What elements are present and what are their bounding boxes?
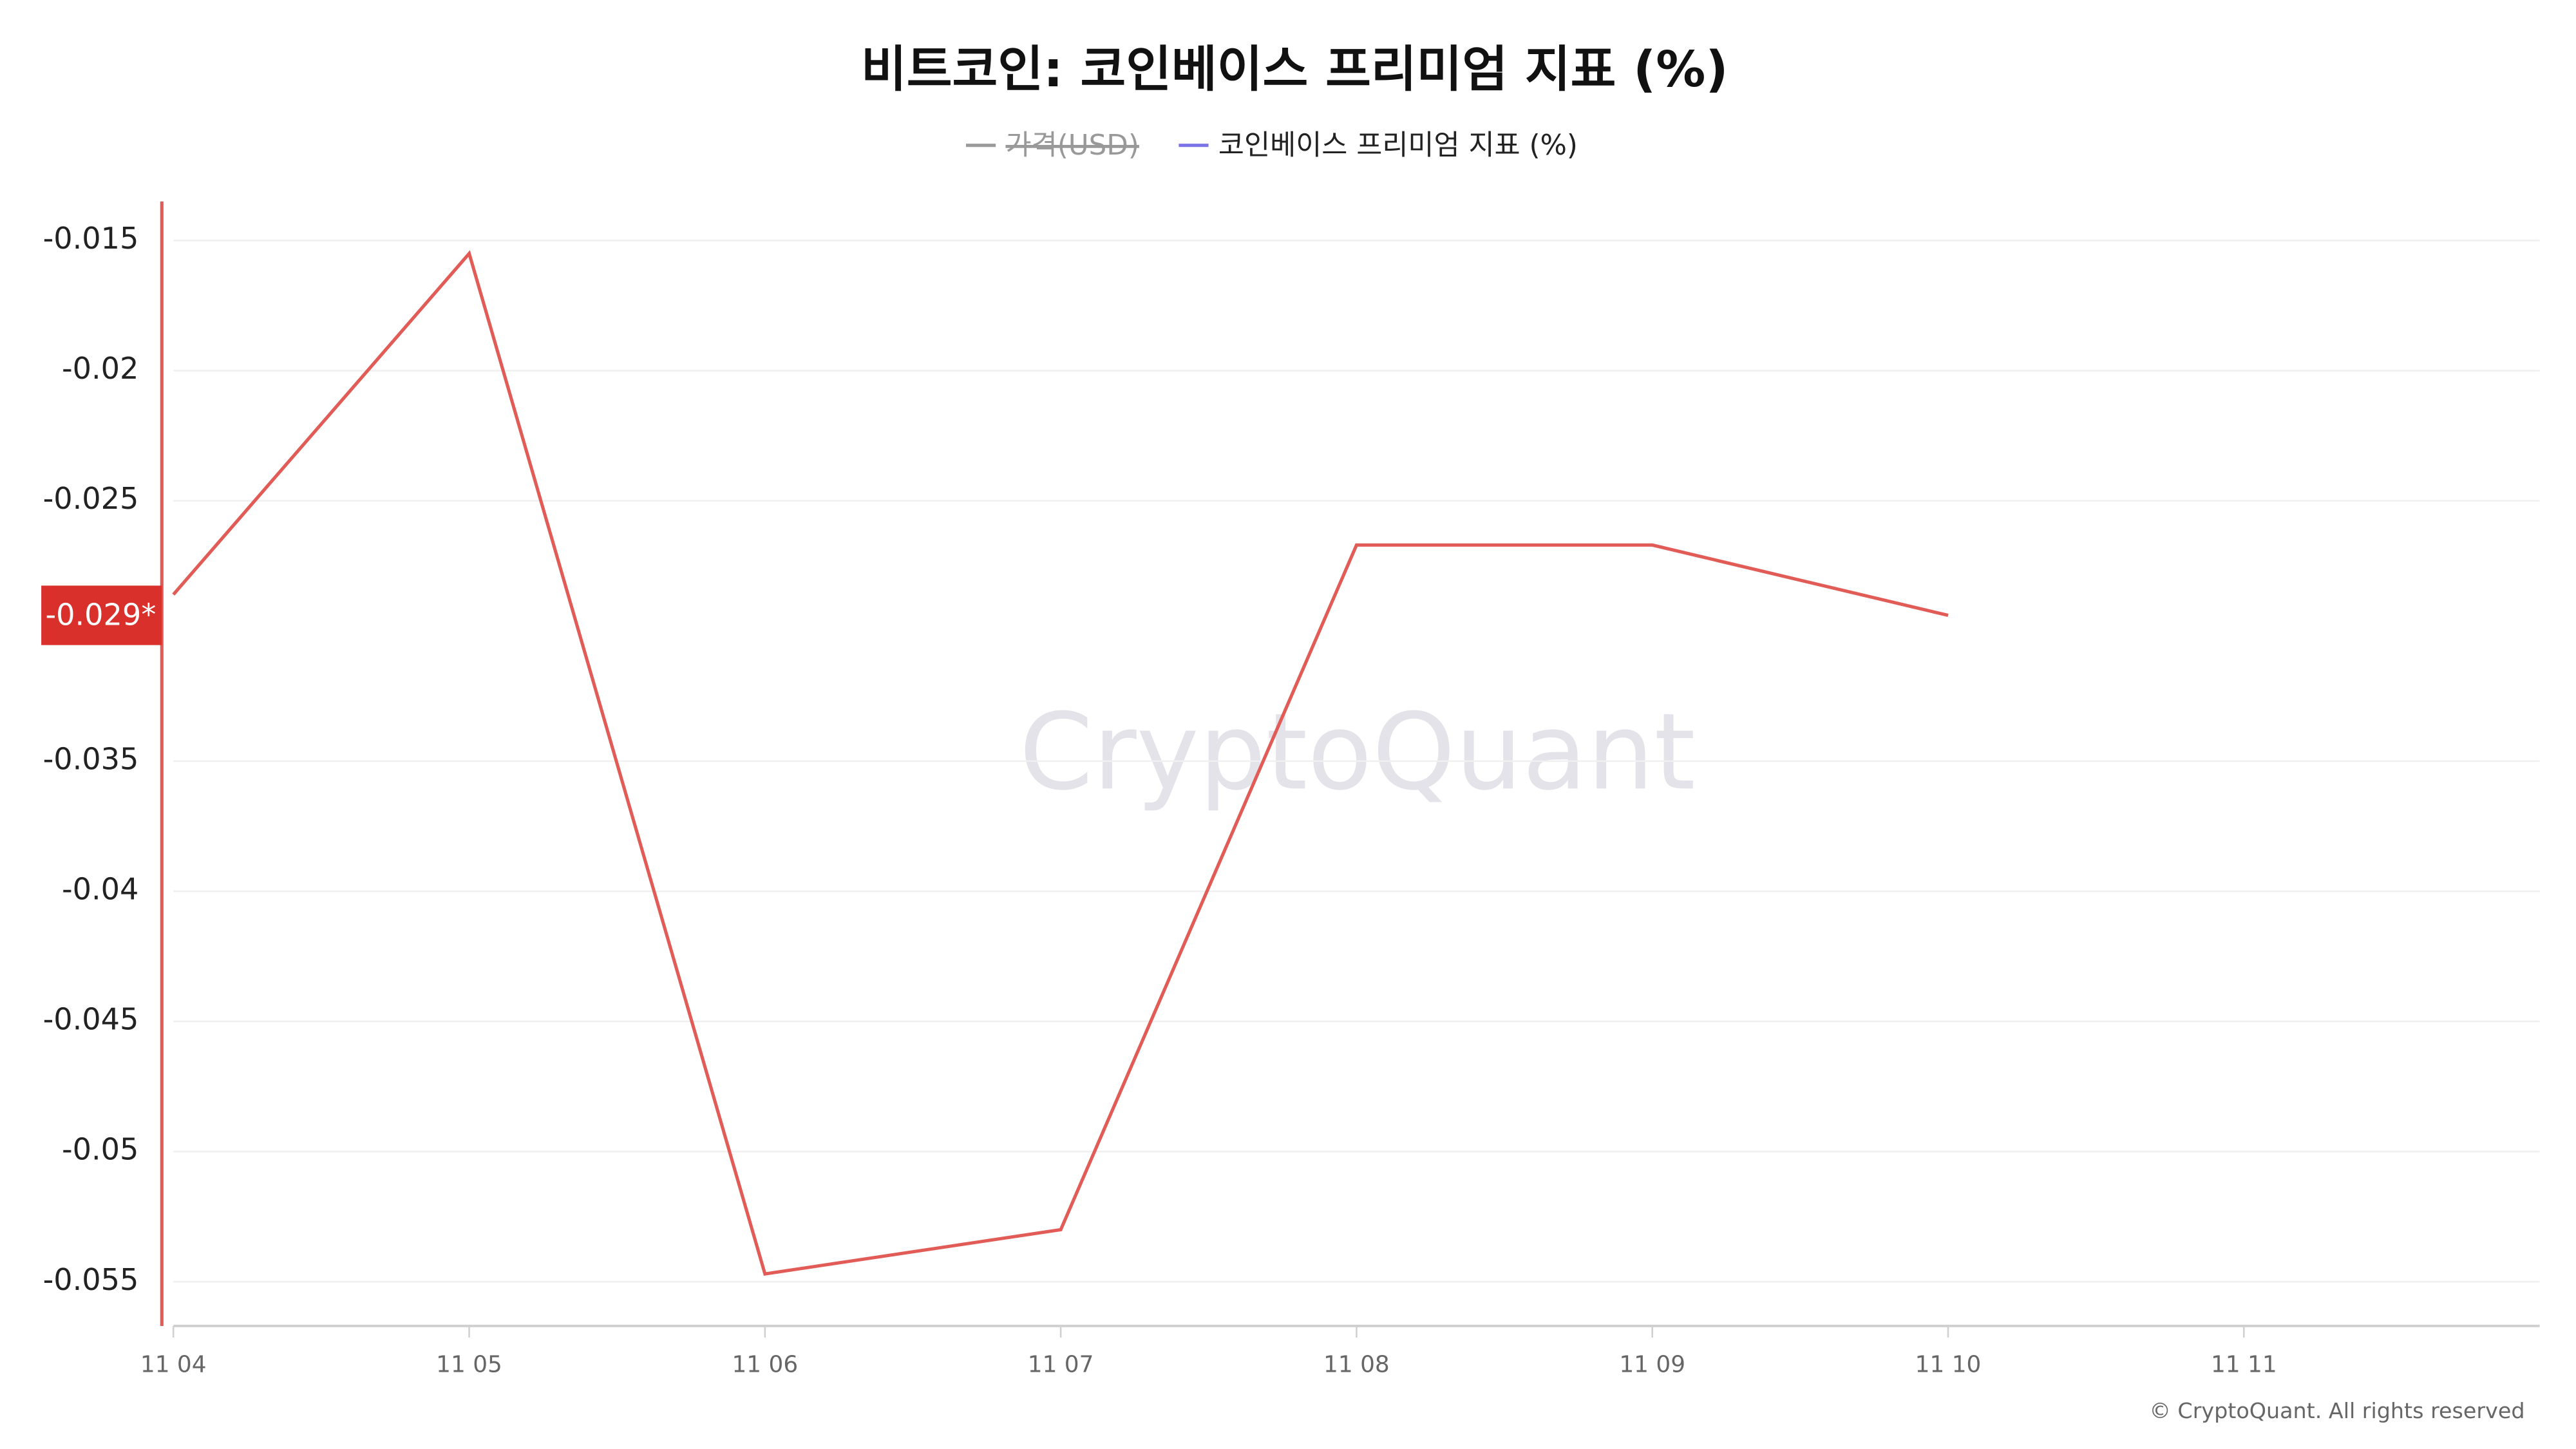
y-tick-label: -0.035 [43,741,139,776]
y-tick-label: -0.05 [62,1132,138,1167]
legend-label[interactable]: 코인베이스 프리미엄 지표 (%) [1218,129,1578,162]
legend-label[interactable]: 가격(USD) [1006,129,1139,162]
y-tick-label: -0.04 [62,871,138,906]
y-tick-label: -0.015 [43,221,139,256]
watermark: CryptoQuant [1019,690,1696,813]
x-tick-label: 11 08 [1323,1352,1390,1378]
x-tick-label: 11 10 [1915,1352,1982,1378]
y-tick-label: -0.02 [62,351,138,386]
x-tick-label: 11 05 [436,1352,502,1378]
value-marker-label: -0.029* [46,598,156,632]
data-line [172,250,1949,1276]
value-marker [41,585,162,645]
x-tick-label: 11 06 [732,1352,798,1378]
y-tick-label: -0.045 [43,1002,139,1037]
footer: © CryptoQuant. All rights reserved [2150,1398,2525,1423]
chart-title: 비트코인: 코인베이스 프리미엄 지표 (%) [861,41,1728,99]
x-tick-label: 11 04 [140,1352,207,1378]
x-tick-label: 11 11 [2211,1352,2277,1378]
y-tick-label: -0.025 [43,481,139,516]
y-tick-label: -0.055 [43,1262,139,1297]
x-tick-label: 11 09 [1619,1352,1685,1378]
x-tick-label: 11 07 [1028,1352,1094,1378]
